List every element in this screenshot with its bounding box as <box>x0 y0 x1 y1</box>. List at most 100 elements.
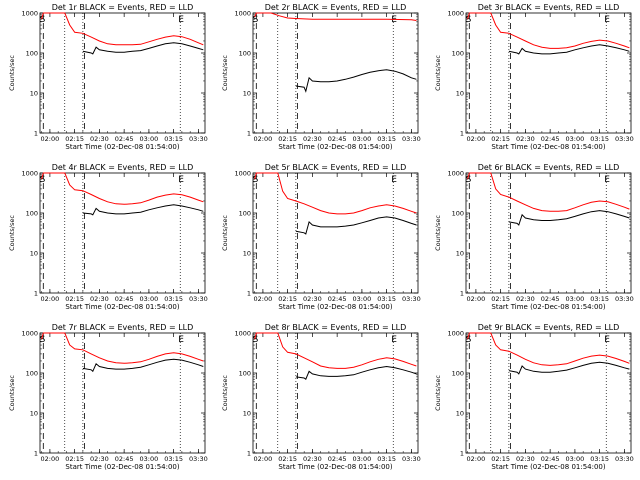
x-tick-label: 02:45 <box>328 455 347 463</box>
y-axis-label: Counts/sec <box>8 375 16 411</box>
x-axis-label: Start Time (02-Dec-08 01:54:00) <box>278 463 392 471</box>
y-tick-label: 1 <box>460 129 464 137</box>
x-tick-label: 03:00 <box>140 295 159 303</box>
y-tick-label: 1 <box>460 449 464 457</box>
y-tick-label: 1 <box>34 129 38 137</box>
x-tick-label: 02:45 <box>541 295 560 303</box>
annotation-e: E <box>391 335 397 345</box>
y-tick-label: 10 <box>30 249 38 257</box>
x-tick-label: 02:45 <box>328 135 347 143</box>
x-tick-label: 02:00 <box>254 455 273 463</box>
y-tick-label: 100 <box>452 369 464 377</box>
y-tick-label: 10 <box>243 249 251 257</box>
y-tick-label: 100 <box>239 49 251 57</box>
x-tick-label: 03:30 <box>402 295 421 303</box>
x-tick-label: 03:30 <box>402 455 421 463</box>
x-tick-label: 02:15 <box>491 135 510 143</box>
plot-frame <box>465 12 632 134</box>
x-tick-label: 02:30 <box>516 455 535 463</box>
chart-title: Det 2r BLACK = Events, RED = LLD <box>265 3 407 12</box>
plot-frame <box>465 172 632 294</box>
x-tick-label: 03:00 <box>353 295 372 303</box>
series-line-red <box>254 172 417 215</box>
chart-title: Det 3r BLACK = Events, RED = LLD <box>478 3 620 12</box>
plot-frame <box>252 332 419 454</box>
x-tick-label: 03:00 <box>353 455 372 463</box>
x-tick-label: 02:00 <box>41 295 60 303</box>
y-tick-label: 1 <box>34 449 38 457</box>
chart-panel-4: Det 4r BLACK = Events, RED = LLD 1 10 100 10… <box>8 163 208 311</box>
annotation-e: E <box>391 175 397 185</box>
x-tick-label: 02:45 <box>115 455 134 463</box>
series-line-red <box>467 332 630 366</box>
x-tick-label: 02:15 <box>491 295 510 303</box>
y-tick-label: 1000 <box>234 169 251 177</box>
x-tick-label: 02:45 <box>115 135 134 143</box>
x-tick-label: 02:15 <box>278 135 297 143</box>
annotation-e: E <box>178 15 184 25</box>
chart-panel-7: Det 7r BLACK = Events, RED = LLD 1 10 100 10… <box>8 323 208 471</box>
x-tick-label: 03:15 <box>377 455 396 463</box>
series-line-black <box>508 44 630 55</box>
annotation-e: E <box>391 15 397 25</box>
y-tick-label: 1000 <box>21 9 38 17</box>
annotation-s: S <box>466 335 472 345</box>
series-line-black <box>508 361 630 375</box>
annotation-s: S <box>253 335 259 345</box>
series-line-red <box>254 12 417 21</box>
x-tick-label: 02:00 <box>467 295 486 303</box>
annotation-e: E <box>604 175 610 185</box>
x-tick-label: 02:15 <box>65 135 84 143</box>
series-line-black <box>295 216 417 235</box>
x-tick-label: 03:15 <box>164 295 183 303</box>
chart-panel-1: Det 1r BLACK = Events, RED = LLD 1 10 100 10… <box>8 3 208 151</box>
x-tick-label: 03:15 <box>590 455 609 463</box>
annotation-s: S <box>40 175 46 185</box>
chart-title: Det 9r BLACK = Events, RED = LLD <box>478 323 620 332</box>
x-tick-label: 03:15 <box>590 135 609 143</box>
y-axis-label: Counts/sec <box>434 55 442 91</box>
y-tick-label: 1 <box>460 289 464 297</box>
y-axis-label: Counts/sec <box>221 55 229 91</box>
x-axis-label: Start Time (02-Dec-08 01:54:00) <box>65 143 179 151</box>
x-tick-label: 02:30 <box>90 295 109 303</box>
y-tick-label: 1000 <box>447 169 464 177</box>
y-tick-label: 1000 <box>447 9 464 17</box>
chart-panel-3: Det 3r BLACK = Events, RED = LLD 1 10 100 10… <box>434 3 634 151</box>
x-tick-label: 02:00 <box>41 135 60 143</box>
y-tick-label: 100 <box>452 209 464 217</box>
y-tick-label: 1000 <box>447 329 464 337</box>
series-line-red <box>467 172 630 212</box>
chart-title: Det 6r BLACK = Events, RED = LLD <box>478 163 620 172</box>
x-tick-label: 03:15 <box>377 295 396 303</box>
y-tick-label: 100 <box>452 49 464 57</box>
x-axis-label: Start Time (02-Dec-08 01:54:00) <box>65 303 179 311</box>
series-line-red <box>41 12 204 46</box>
y-tick-label: 1000 <box>21 329 38 337</box>
x-tick-label: 03:00 <box>566 135 585 143</box>
x-tick-label: 02:45 <box>328 295 347 303</box>
annotation-s: S <box>40 335 46 345</box>
y-tick-label: 10 <box>456 249 464 257</box>
y-tick-label: 10 <box>243 89 251 97</box>
x-tick-label: 02:30 <box>516 135 535 143</box>
x-tick-label: 02:15 <box>278 455 297 463</box>
annotation-e: E <box>604 15 610 25</box>
y-tick-label: 10 <box>456 89 464 97</box>
y-tick-label: 1000 <box>21 169 38 177</box>
plot-frame <box>465 332 632 454</box>
x-tick-label: 03:00 <box>353 135 372 143</box>
y-tick-label: 1 <box>247 289 251 297</box>
y-tick-label: 1 <box>247 449 251 457</box>
series-line-black <box>82 358 204 373</box>
chart-title: Det 4r BLACK = Events, RED = LLD <box>52 163 194 172</box>
annotation-s: S <box>253 175 259 185</box>
series-line-black <box>295 365 417 380</box>
chart-panel-5: Det 5r BLACK = Events, RED = LLD 1 10 100 10… <box>221 163 421 311</box>
plot-frame <box>39 12 206 134</box>
annotation-e: E <box>178 175 184 185</box>
y-tick-label: 1 <box>34 289 38 297</box>
annotation-s: S <box>253 15 259 25</box>
chart-panel-8: Det 8r BLACK = Events, RED = LLD 1 10 100 10… <box>221 323 421 471</box>
x-tick-label: 03:15 <box>164 455 183 463</box>
